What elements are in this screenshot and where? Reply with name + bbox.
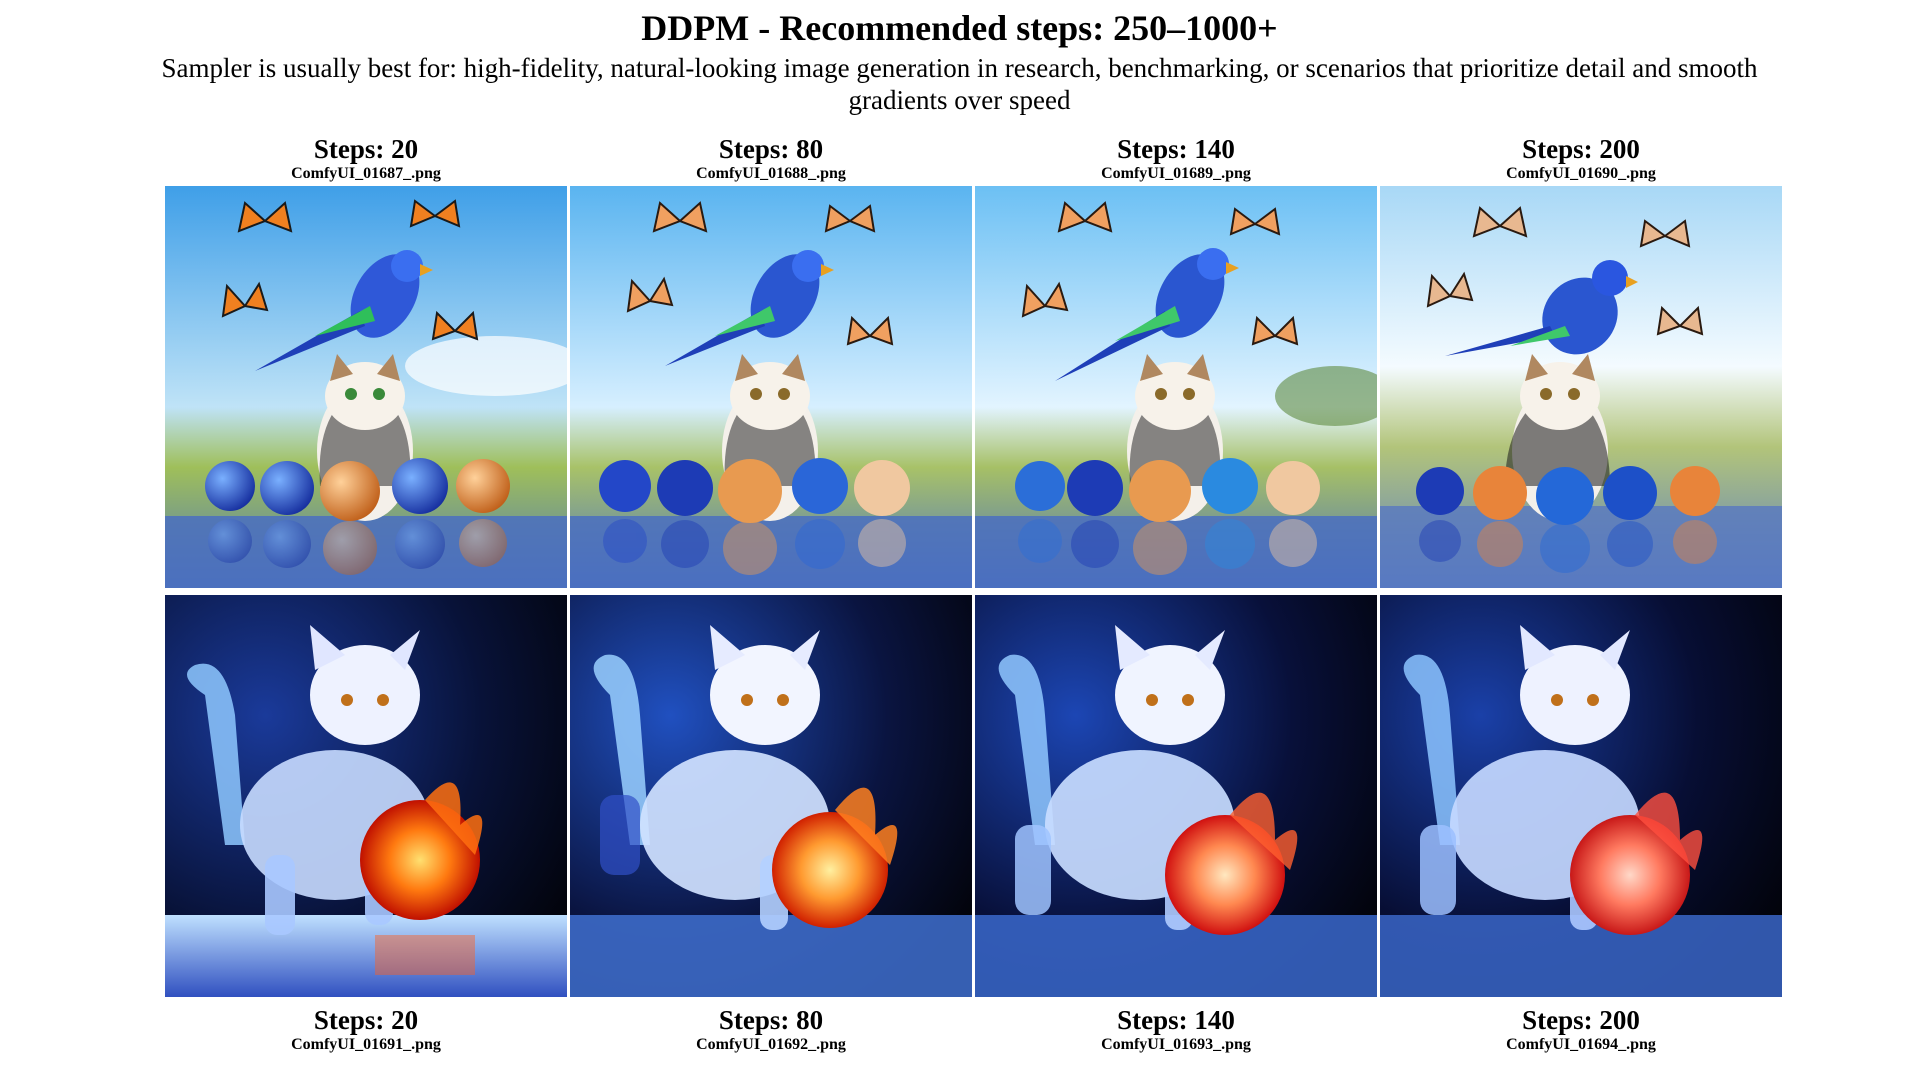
file-label: ComfyUI_01694_.png (1506, 1036, 1656, 1053)
steps-label: Steps: 140 (1117, 134, 1235, 164)
cat-parrot-illustration (1380, 186, 1782, 588)
generated-image-cat-parrot (165, 186, 567, 588)
generated-image-glass-cat-fireball (975, 595, 1377, 997)
steps-label: Steps: 200 (1522, 1005, 1640, 1035)
steps-label: Steps: 140 (1117, 1005, 1235, 1035)
caption: Steps: 80 ComfyUI_01688_.png (570, 134, 972, 184)
file-label: ComfyUI_01689_.png (1101, 165, 1251, 182)
steps-label: Steps: 20 (313, 134, 419, 164)
generated-image-glass-cat-fireball (570, 595, 972, 997)
cat-parrot-illustration (165, 186, 567, 588)
caption: Steps: 20 ComfyUI_01691_.png (165, 1005, 567, 1055)
caption: Steps: 140 ComfyUI_01693_.png (975, 1005, 1377, 1055)
bottom-label-row: Steps: 20 ComfyUI_01691_.png Steps: 80 C… (165, 1005, 1785, 1055)
image-grid: Steps: 20 ComfyUI_01687_.png Steps: 80 C… (165, 134, 1785, 1055)
page-title: DDPM - Recommended steps: 250–1000+ (641, 8, 1278, 48)
file-label: ComfyUI_01688_.png (696, 165, 846, 182)
generated-image-cat-parrot (570, 186, 972, 588)
caption: Steps: 200 ComfyUI_01690_.png (1380, 134, 1782, 184)
caption: Steps: 20 ComfyUI_01687_.png (165, 134, 567, 184)
steps-label: Steps: 80 (718, 1005, 824, 1035)
file-label: ComfyUI_01692_.png (696, 1036, 846, 1053)
file-label: ComfyUI_01690_.png (1506, 165, 1656, 182)
caption: Steps: 140 ComfyUI_01689_.png (975, 134, 1377, 184)
bottom-image-row (165, 595, 1785, 997)
steps-label: Steps: 20 (313, 1005, 419, 1035)
file-label: ComfyUI_01691_.png (291, 1036, 441, 1053)
glass-cat-illustration (1380, 595, 1782, 997)
cat-parrot-illustration (570, 186, 972, 588)
glass-cat-illustration (975, 595, 1377, 997)
file-label: ComfyUI_01693_.png (1101, 1036, 1251, 1053)
steps-label: Steps: 200 (1522, 134, 1640, 164)
top-label-row: Steps: 20 ComfyUI_01687_.png Steps: 80 C… (165, 134, 1785, 184)
generated-image-glass-cat-fireball (165, 595, 567, 997)
generated-image-cat-parrot (975, 186, 1377, 588)
glass-cat-illustration (165, 595, 567, 997)
page-subtitle: Sampler is usually best for: high-fideli… (161, 53, 1758, 115)
caption: Steps: 200 ComfyUI_01694_.png (1380, 1005, 1782, 1055)
glass-cat-illustration (570, 595, 972, 997)
steps-label: Steps: 80 (718, 134, 824, 164)
top-image-row (165, 186, 1785, 588)
page-header: DDPM - Recommended steps: 250–1000+ Samp… (0, 6, 1919, 116)
file-label: ComfyUI_01687_.png (291, 165, 441, 182)
generated-image-cat-parrot (1380, 186, 1782, 588)
cat-parrot-illustration (975, 186, 1377, 588)
caption: Steps: 80 ComfyUI_01692_.png (570, 1005, 972, 1055)
generated-image-glass-cat-fireball (1380, 595, 1782, 997)
